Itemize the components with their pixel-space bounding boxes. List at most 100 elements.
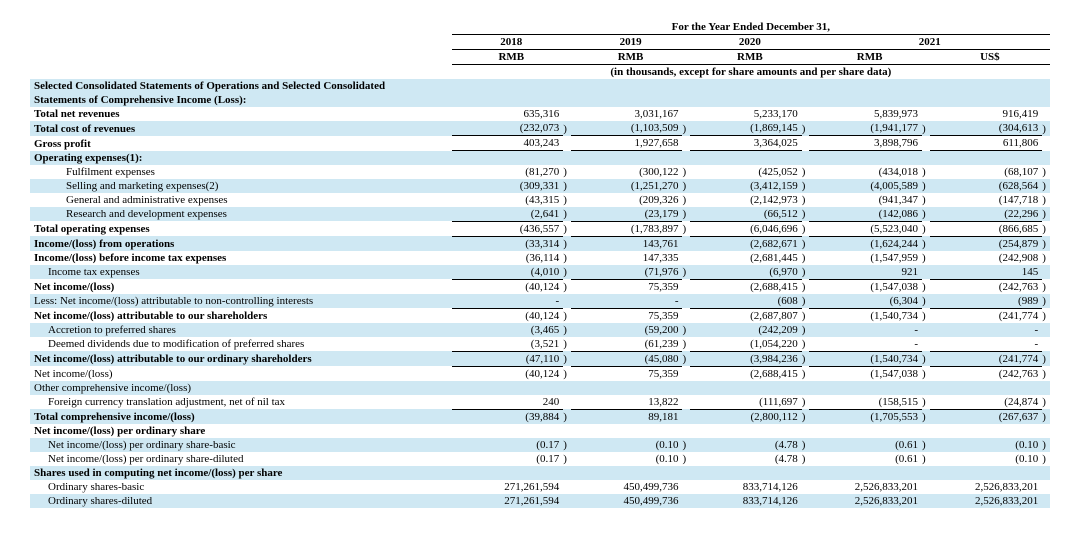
row-paren bbox=[682, 279, 690, 294]
row-paren bbox=[563, 466, 571, 480]
row-paren: ) bbox=[563, 366, 571, 381]
row-value: 3,898,796 bbox=[809, 136, 922, 151]
row-value bbox=[809, 466, 922, 480]
row-value: (3,412,159 bbox=[690, 179, 802, 193]
row-value bbox=[690, 151, 802, 165]
table-row: Foreign currency translation adjustment,… bbox=[30, 395, 1050, 410]
row-value bbox=[930, 424, 1043, 438]
row-value: (158,515 bbox=[809, 395, 922, 410]
row-value: (628,564 bbox=[930, 179, 1043, 193]
row-label: Net income/(loss) attributable to our or… bbox=[30, 351, 452, 366]
table-row: Net income/(loss) per ordinary share bbox=[30, 424, 1050, 438]
row-paren bbox=[682, 424, 690, 438]
row-paren: ) bbox=[922, 409, 930, 424]
row-paren: ) bbox=[563, 337, 571, 352]
row-value bbox=[571, 424, 683, 438]
row-label: Net income/(loss) per ordinary share-dil… bbox=[30, 452, 452, 466]
row-value: 89,181 bbox=[571, 409, 683, 424]
table-row: Less: Net income/(loss) attributable to … bbox=[30, 294, 1050, 309]
row-value: (1,251,270 bbox=[571, 179, 683, 193]
row-value bbox=[809, 381, 922, 395]
table-row: Net income/(loss) attributable to our or… bbox=[30, 351, 1050, 366]
row-paren: ) bbox=[802, 366, 810, 381]
row-paren: ) bbox=[922, 366, 930, 381]
row-paren bbox=[563, 381, 571, 395]
row-value: - bbox=[930, 323, 1043, 337]
row-paren bbox=[802, 494, 810, 508]
row-paren: ) bbox=[802, 221, 810, 236]
row-value: (241,774 bbox=[930, 308, 1043, 323]
row-paren: ) bbox=[563, 265, 571, 280]
row-paren: ) bbox=[922, 351, 930, 366]
row-label: Ordinary shares-diluted bbox=[30, 494, 452, 508]
row-value: (0.61 bbox=[809, 438, 922, 452]
row-paren: ) bbox=[682, 179, 690, 193]
row-paren: ) bbox=[682, 193, 690, 207]
col-unit-3: RMB bbox=[809, 50, 929, 65]
row-value: (40,124 bbox=[452, 366, 564, 381]
row-label: Operating expenses(1): bbox=[30, 151, 452, 165]
row-label: Income/(loss) before income tax expenses bbox=[30, 251, 452, 265]
row-paren bbox=[563, 151, 571, 165]
row-value: (1,054,220 bbox=[690, 337, 802, 352]
row-paren: ) bbox=[922, 236, 930, 251]
row-paren: ) bbox=[922, 179, 930, 193]
row-value: (4.78 bbox=[690, 452, 802, 466]
row-value: 611,806 bbox=[930, 136, 1043, 151]
row-label: Net income/(loss) bbox=[30, 366, 452, 381]
row-paren bbox=[1042, 424, 1050, 438]
row-paren bbox=[922, 337, 930, 352]
row-paren bbox=[682, 395, 690, 410]
row-paren: ) bbox=[563, 351, 571, 366]
col-unit-4: US$ bbox=[930, 50, 1050, 65]
row-paren: ) bbox=[802, 279, 810, 294]
row-value: 75,359 bbox=[571, 366, 683, 381]
row-value: (2,641 bbox=[452, 207, 564, 222]
row-value: 635,316 bbox=[452, 107, 564, 121]
row-paren bbox=[1042, 466, 1050, 480]
table-row: Ordinary shares-basic271,261,594450,499,… bbox=[30, 480, 1050, 494]
table-row: Income/(loss) before income tax expenses… bbox=[30, 251, 1050, 265]
row-value: (24,874 bbox=[930, 395, 1043, 410]
col-year-2018: 2018 bbox=[452, 35, 571, 50]
row-value: (2,800,112 bbox=[690, 409, 802, 424]
row-paren bbox=[802, 424, 810, 438]
row-value: (436,557 bbox=[452, 221, 564, 236]
table-row: Net income/(loss)(40,124)75,359(2,688,41… bbox=[30, 366, 1050, 381]
row-label: Total cost of revenues bbox=[30, 121, 452, 136]
row-paren bbox=[1042, 381, 1050, 395]
row-paren: ) bbox=[1042, 236, 1050, 251]
row-value: 5,839,973 bbox=[809, 107, 922, 121]
row-value: 13,822 bbox=[571, 395, 683, 410]
row-value: (241,774 bbox=[930, 351, 1043, 366]
row-paren: ) bbox=[1042, 207, 1050, 222]
row-paren: ) bbox=[563, 221, 571, 236]
row-value: (1,705,553 bbox=[809, 409, 922, 424]
row-paren bbox=[682, 409, 690, 424]
row-paren bbox=[802, 107, 810, 121]
row-label: Fulfilment expenses bbox=[30, 165, 452, 179]
row-value bbox=[690, 466, 802, 480]
row-paren: ) bbox=[563, 207, 571, 222]
table-row: Net income/(loss)(40,124)75,359(2,688,41… bbox=[30, 279, 1050, 294]
row-paren bbox=[802, 480, 810, 494]
row-value: (1,547,959 bbox=[809, 251, 922, 265]
row-paren: ) bbox=[563, 279, 571, 294]
row-value: (0.17 bbox=[452, 438, 564, 452]
row-paren bbox=[1042, 323, 1050, 337]
row-paren: ) bbox=[802, 337, 810, 352]
row-paren bbox=[1042, 136, 1050, 151]
table-row: Operating expenses(1): bbox=[30, 151, 1050, 165]
row-value: (1,547,038 bbox=[809, 279, 922, 294]
row-paren: ) bbox=[922, 308, 930, 323]
row-paren bbox=[922, 494, 930, 508]
row-paren bbox=[563, 294, 571, 309]
row-paren bbox=[802, 466, 810, 480]
row-label: Net income/(loss) per ordinary share-bas… bbox=[30, 438, 452, 452]
row-value: (232,073 bbox=[452, 121, 564, 136]
row-value bbox=[452, 466, 564, 480]
row-value: 145 bbox=[930, 265, 1043, 280]
row-value: (209,326 bbox=[571, 193, 683, 207]
row-label: Foreign currency translation adjustment,… bbox=[30, 395, 452, 410]
row-paren bbox=[563, 480, 571, 494]
